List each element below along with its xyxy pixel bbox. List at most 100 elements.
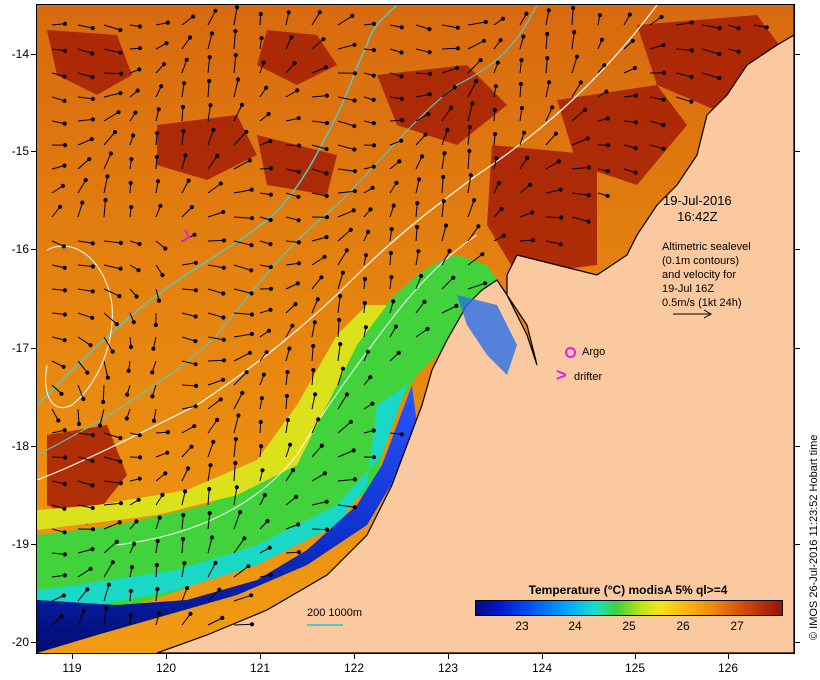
velocity-arrow: [51, 96, 65, 102]
velocity-arrow-head: [352, 505, 357, 510]
x-tick-label: 124: [531, 661, 553, 675]
velocity-arrow-head: [389, 275, 394, 280]
velocity-arrow-head: [311, 368, 316, 373]
velocity-arrow-head: [499, 206, 504, 212]
velocity-arrow-head: [736, 49, 741, 54]
velocity-arrow-head: [352, 189, 357, 194]
legend-line: and velocity for: [662, 269, 736, 281]
velocity-arrow: [51, 615, 62, 626]
velocity-arrow-head: [213, 560, 218, 566]
velocity-arrow-head: [118, 71, 124, 76]
timestamp: 19-Jul-2016 16:42Z: [663, 193, 732, 225]
velocity-arrow-head: [351, 208, 356, 213]
velocity-arrow-head: [528, 182, 533, 187]
velocity-arrow-head: [150, 370, 155, 375]
velocity-arrow: [181, 468, 189, 482]
velocity-arrow: [103, 456, 121, 462]
velocity-arrow: [51, 429, 65, 434]
velocity-arrow-head: [90, 96, 96, 102]
velocity-arrow-head: [455, 25, 460, 30]
velocity-arrow: [51, 408, 59, 421]
temperature-colorbar: [475, 600, 783, 616]
velocity-arrow-head: [287, 346, 292, 351]
velocity-arrow-head: [368, 375, 373, 380]
velocity-arrow-head: [324, 171, 329, 176]
velocity-arrow-head: [661, 97, 666, 102]
velocity-arrow-head: [220, 615, 225, 621]
velocity-arrow-head: [338, 294, 343, 299]
velocity-arrow-head: [193, 404, 198, 409]
velocity-arrow-head: [249, 216, 255, 221]
velocity-arrow: [415, 226, 418, 242]
velocity-arrow-head: [101, 399, 106, 405]
velocity-arrow: [207, 488, 210, 506]
velocity-arrow: [415, 24, 430, 30]
argo-float-icon: [565, 347, 576, 358]
velocity-arrow-head: [90, 505, 95, 511]
velocity-arrow-head: [184, 57, 189, 62]
velocity-arrow-head: [633, 170, 638, 175]
velocity-arrow-head: [267, 545, 272, 550]
velocity-arrow-head: [399, 50, 404, 55]
velocity-arrow: [337, 504, 355, 508]
velocity-arrow: [233, 31, 236, 50]
velocity-arrow-head: [209, 535, 215, 540]
velocity-arrow-head: [284, 393, 289, 399]
velocity-arrow-head: [481, 38, 487, 43]
velocity-arrow-head: [371, 21, 376, 26]
velocity-arrow-head: [397, 159, 402, 164]
velocity-arrow: [181, 312, 196, 317]
velocity-arrow: [519, 108, 523, 122]
velocity-arrow-head: [352, 477, 357, 482]
y-tick-mark: [794, 151, 800, 152]
velocity-arrow: [649, 144, 664, 150]
velocity-arrow-head: [62, 265, 67, 270]
y-tick-label: -18: [11, 439, 29, 453]
velocity-arrow-head: [296, 550, 302, 555]
velocity-arrow-head: [350, 13, 355, 18]
velocity-arrow: [441, 225, 447, 242]
velocity-arrow: [77, 72, 93, 78]
velocity-arrow-head: [211, 439, 216, 444]
velocity-arrow: [181, 384, 197, 387]
velocity-arrow-head: [159, 84, 164, 89]
velocity-arrow: [207, 33, 213, 50]
king-sound: [457, 295, 517, 375]
velocity-arrow: [311, 501, 327, 506]
velocity-arrow-head: [249, 291, 254, 296]
velocity-arrow: [51, 336, 65, 341]
velocity-arrow-head: [259, 444, 264, 449]
yellow-band: [37, 305, 387, 530]
velocity-arrow-head: [186, 466, 191, 471]
velocity-arrow: [207, 183, 222, 194]
velocity-arrow-head: [90, 458, 95, 464]
velocity-arrow: [207, 80, 210, 98]
velocity-arrow-head: [261, 60, 266, 65]
velocity-arrow-head: [83, 178, 88, 183]
velocity-arrow-head: [182, 561, 187, 566]
velocity-arrow-head: [193, 314, 198, 319]
velocity-arrow-head: [296, 522, 301, 527]
velocity-arrow: [441, 129, 448, 146]
velocity-arrow-head: [193, 288, 198, 293]
velocity-arrow: [571, 216, 589, 222]
velocity-arrow-head: [233, 53, 238, 58]
velocity-arrow-head: [165, 450, 170, 455]
velocity-arrow-head: [193, 383, 199, 388]
velocity-arrow-head: [633, 146, 638, 151]
velocity-arrow-head: [476, 224, 481, 229]
velocity-arrow: [207, 465, 211, 482]
velocity-arrow: [337, 168, 355, 172]
velocity-arrow-head: [312, 320, 317, 325]
argo-label: Argo: [582, 346, 606, 358]
velocity-arrow-head: [399, 432, 404, 437]
velocity-arrow: [649, 44, 664, 50]
velocity-arrow-head: [59, 614, 64, 619]
velocity-arrow-head: [296, 218, 301, 223]
velocity-arrow: [207, 359, 225, 362]
velocity-arrow: [77, 611, 85, 626]
velocity-arrow: [337, 144, 355, 150]
velocity-arrow-head: [632, 65, 638, 71]
velocity-arrow: [103, 288, 120, 297]
velocity-arrow-head: [89, 137, 94, 142]
